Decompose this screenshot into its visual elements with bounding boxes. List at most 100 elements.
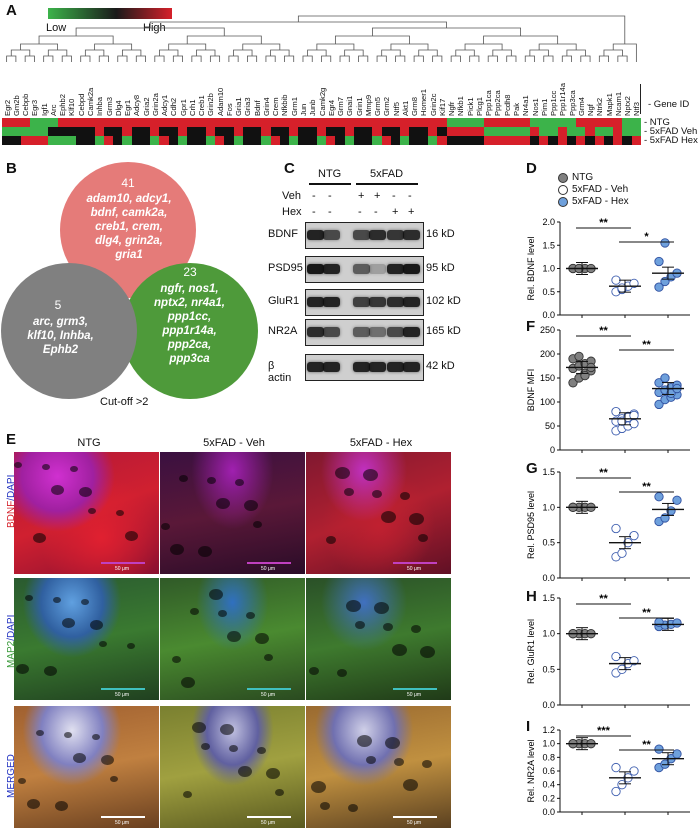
y-axis-label: Rel. BDNF level	[526, 236, 536, 300]
scale-bar	[393, 816, 437, 818]
significance-label: **	[642, 339, 651, 351]
venn-red-line-3: creb1, crem,	[95, 221, 163, 233]
blot-row-size: 165 kD	[426, 325, 461, 337]
heatmap-cell	[557, 118, 568, 127]
cell-blob	[257, 747, 266, 755]
heatmap-cell	[390, 127, 401, 136]
blot-band	[323, 297, 340, 307]
cell-blob	[207, 477, 216, 485]
y-tick-label: 1.5	[542, 240, 555, 250]
chart-H: 0.0 0.5 1.0 1.5 Rel. GluR1 level ** **	[526, 593, 690, 710]
heatmap-cell	[140, 136, 151, 145]
significance-label: **	[599, 593, 608, 605]
heatmap-cell	[66, 118, 77, 127]
y-tick-label: 0.5	[542, 664, 555, 674]
scale-text: 50 μm	[115, 692, 129, 698]
heatmap-cell	[224, 127, 234, 136]
y-tick-label: 1.2	[542, 725, 555, 735]
heatmap-cell	[20, 118, 31, 127]
data-point	[617, 780, 627, 790]
heatmap-cell	[159, 118, 170, 127]
y-tick-label: 0.5	[542, 287, 555, 297]
y-tick-label: 2.0	[542, 217, 555, 227]
heatmap-cell	[159, 127, 170, 136]
blot-strip	[305, 256, 424, 283]
heatmap-cell	[520, 136, 531, 145]
cell-blob	[374, 602, 389, 614]
cell-blob	[229, 745, 238, 753]
venn-gray-line-2: klf10, Inhba,	[27, 330, 94, 342]
panel-label-i: I	[526, 718, 531, 735]
row-label-ntg: - NTG	[644, 117, 670, 128]
heatmap-cell	[409, 136, 420, 145]
heatmap-cell	[622, 118, 633, 127]
row-label-veh: - 5xFAD Veh	[644, 126, 698, 137]
heatmap-cell	[557, 136, 568, 145]
y-tick-label: 0.8	[542, 752, 555, 762]
heatmap-cell	[261, 136, 271, 145]
heatmap-cell	[307, 136, 318, 145]
blot-band	[369, 362, 386, 372]
micrograph: 50 μm	[306, 452, 451, 574]
heatmap-cell	[242, 118, 253, 127]
heatmap-cell	[465, 136, 475, 145]
heatmap-cell	[215, 118, 225, 127]
blot-band	[369, 297, 386, 307]
blot-row-size: 95 kD	[426, 262, 455, 274]
blot-veh-label: Veh	[282, 190, 301, 202]
blot-5xfad-bar	[356, 183, 418, 185]
cell-blob	[55, 801, 68, 812]
heatmap-cell	[344, 127, 355, 136]
y-tick-label: 0.2	[542, 793, 555, 803]
heatmap-cell	[400, 136, 410, 145]
heatmap-cell	[520, 118, 531, 127]
heatmap-cell	[603, 127, 614, 136]
heatmap-cell	[177, 118, 188, 127]
y-tick-label: 1.0	[542, 264, 555, 274]
cell-blob	[79, 487, 92, 498]
data-point	[611, 275, 621, 285]
heatmap-cell	[381, 127, 392, 136]
cell-blob	[201, 743, 210, 751]
y-tick-label: 0.0	[542, 573, 555, 583]
heatmap-cell	[205, 127, 216, 136]
heatmap-cell	[557, 127, 568, 136]
venn-green-line-2: nptx2, nr4a1,	[154, 297, 225, 309]
blot-band	[353, 264, 370, 274]
cell-blob	[266, 768, 280, 780]
legend-marker	[558, 173, 568, 183]
venn-green-line-3: ppp1cc,	[167, 311, 212, 323]
significance-label: **	[642, 739, 651, 751]
heatmap-cell	[585, 118, 596, 127]
venn-green-line-5: ppp2ca,	[167, 339, 212, 351]
blot-band	[369, 230, 386, 240]
gene-id-divider	[640, 84, 641, 114]
heatmap-cell	[122, 136, 133, 145]
legend-label: NTG	[572, 172, 594, 183]
cell-blob	[220, 724, 234, 736]
hex-sign: +	[392, 206, 399, 218]
heatmap-cell	[594, 118, 605, 127]
blot-band	[387, 230, 404, 240]
legend-marker	[558, 185, 568, 195]
cell-blob	[101, 755, 114, 766]
panel-label-h: H	[526, 588, 537, 605]
heatmap-cell	[335, 127, 346, 136]
scale-text: 50 μm	[261, 566, 275, 572]
y-axis-label: Rel. NR2A level	[526, 739, 536, 802]
blot-band	[307, 362, 324, 372]
heatmap-cell	[483, 136, 494, 145]
heatmap-cell	[196, 118, 207, 127]
cell-blob	[385, 737, 400, 749]
heatmap-cell	[196, 136, 207, 145]
heatmap-cell	[196, 127, 207, 136]
blot-strip	[305, 319, 424, 346]
significance-label: **	[599, 467, 608, 479]
cell-blob	[309, 667, 319, 675]
y-axis-label: Rel. GluR1 level	[526, 619, 536, 684]
data-point	[611, 786, 621, 797]
y-tick-label: 150	[540, 373, 555, 383]
heatmap-cell	[492, 136, 503, 145]
blot-band	[369, 264, 386, 274]
